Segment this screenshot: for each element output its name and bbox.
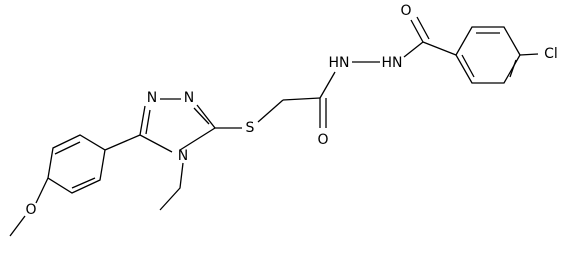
atom-label: O	[400, 3, 411, 19]
atom-label: HN	[329, 55, 350, 71]
atom-label: O	[317, 132, 328, 148]
atom-label: S	[246, 120, 255, 136]
atom-label: N	[178, 148, 188, 164]
bonds	[9, 16, 539, 237]
atom-label: N	[184, 90, 194, 106]
atom-label: HN	[382, 55, 403, 71]
atom-label: Cl	[544, 46, 558, 62]
atom-labels: O HN HN Cl O S N N N O	[25, 3, 557, 218]
atom-label: O	[25, 202, 36, 218]
atom-label: N	[147, 90, 157, 106]
